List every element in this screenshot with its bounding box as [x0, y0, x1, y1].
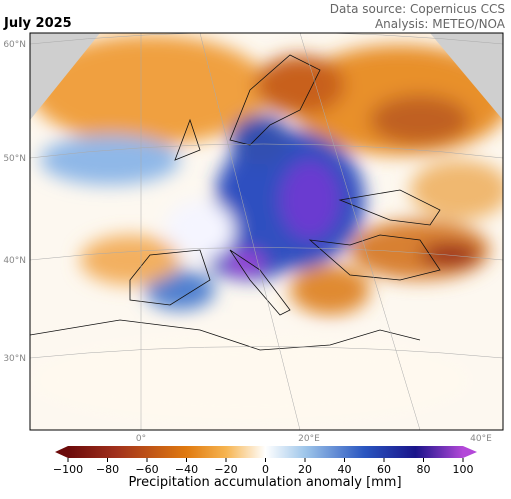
lon-label: 20°E: [298, 434, 320, 444]
map: [30, 33, 503, 430]
colorbar-extend: [463, 446, 477, 458]
lon-label: 40°E: [470, 434, 492, 444]
colorbar-tick-label: −100: [53, 463, 83, 476]
colorbar-tick-label: −20: [214, 463, 237, 476]
colorbar-tick-label: 40: [338, 463, 352, 476]
colorbar-tick-label: −60: [135, 463, 158, 476]
colorbar-tick-label: 20: [298, 463, 312, 476]
colorbar-tick-label: −80: [96, 463, 119, 476]
colorbar-tick-label: 0: [262, 463, 269, 476]
lat-label: 50°N: [3, 154, 26, 164]
colorbar-tick-label: 100: [453, 463, 474, 476]
lon-label: 0°: [136, 434, 146, 444]
credit: Data source: Copernicus CCS: [330, 2, 505, 16]
lat-label: 40°N: [3, 256, 26, 266]
map-frame: [29, 32, 504, 431]
lat-label: 30°N: [3, 354, 26, 364]
colorbar-tick-label: −40: [175, 463, 198, 476]
colorbar: [68, 446, 463, 458]
colorbar-label: Precipitation accumulation anomaly [mm]: [128, 475, 401, 490]
title: July 2025: [3, 16, 72, 31]
lat-label: 60°N: [3, 40, 26, 50]
colorbar-tick-label: 60: [377, 463, 391, 476]
colorbar-tick-label: 80: [417, 463, 431, 476]
credit: Analysis: METEO/NOA: [375, 17, 506, 31]
colorbar-extend: [55, 446, 68, 458]
